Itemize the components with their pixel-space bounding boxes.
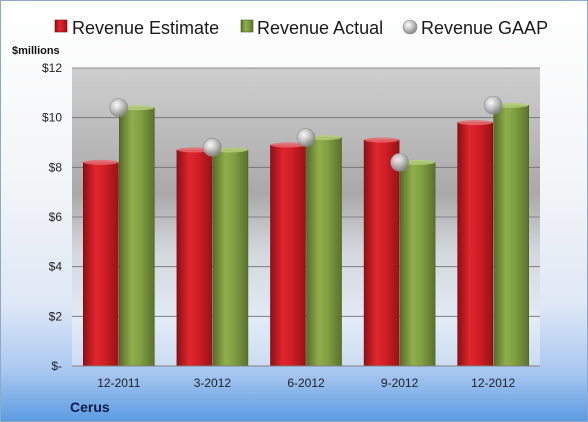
bar-revenue-actual (306, 137, 342, 367)
bar-top-revenue-actual (119, 105, 155, 111)
legend-label-revenue-estimate: Revenue Estimate (72, 18, 219, 38)
legend-label-revenue-gaap: Revenue GAAP (421, 18, 548, 38)
marker-revenue-gaap (483, 95, 503, 115)
legend-marker-revenue-gaap (402, 19, 418, 35)
y-tick-label: $12 (42, 61, 62, 75)
y-tick-label: $10 (42, 111, 62, 125)
bar-revenue-actual (493, 104, 530, 367)
marker-revenue-gaap (109, 98, 129, 118)
marker-revenue-gaap (203, 138, 222, 157)
x-tick-label: 12-2011 (97, 376, 140, 390)
y-tick-label: $2 (49, 309, 63, 323)
y-tick-label: $8 (49, 160, 63, 174)
bar-top-revenue-estimate (83, 159, 119, 165)
x-axis-labels: 12-2011 3-2012 6-2012 9-2012 12-2012 (97, 376, 515, 390)
bar-top-revenue-estimate (176, 147, 212, 153)
y-axis-ticks: $- $2 $4 $6 $8 $10 $12 (42, 61, 62, 373)
legend-label-revenue-actual: Revenue Actual (257, 18, 383, 38)
bar-top-revenue-actual (493, 102, 529, 108)
legend-swatch-revenue-estimate (54, 19, 68, 33)
bar-top-revenue-estimate (270, 142, 306, 148)
bars (83, 102, 530, 367)
bar-top-revenue-estimate (364, 137, 400, 143)
bar-revenue-estimate (270, 144, 306, 367)
bar-top-revenue-actual (212, 147, 248, 153)
bar-top-revenue-actual (400, 159, 436, 165)
x-tick-label: 6-2012 (287, 376, 325, 390)
bar-top-revenue-actual (306, 135, 342, 141)
bar-revenue-estimate (363, 139, 400, 367)
x-tick-label: 3-2012 (194, 376, 232, 390)
y-tick-label: $6 (49, 210, 63, 224)
y-axis-label: $millions (12, 45, 60, 57)
y-tick-label: $- (51, 359, 62, 373)
legend: Revenue Estimate Revenue Actual Revenue … (54, 18, 548, 38)
bar-revenue-estimate (176, 149, 213, 367)
company-name: Cerus (70, 399, 110, 415)
bar-revenue-actual (212, 149, 249, 367)
bar-revenue-estimate (457, 122, 494, 367)
bar-revenue-actual (119, 107, 155, 367)
y-tick-label: $4 (49, 260, 63, 274)
gaap-markers (109, 95, 503, 172)
marker-revenue-gaap (296, 128, 316, 147)
marker-revenue-gaap (390, 153, 409, 172)
bar-revenue-estimate (83, 162, 119, 367)
x-tick-label: 9-2012 (381, 376, 419, 390)
bar-revenue-actual (399, 162, 436, 367)
legend-swatch-revenue-actual (240, 19, 254, 33)
bar-top-revenue-estimate (457, 120, 493, 126)
x-tick-label: 12-2012 (471, 376, 515, 390)
